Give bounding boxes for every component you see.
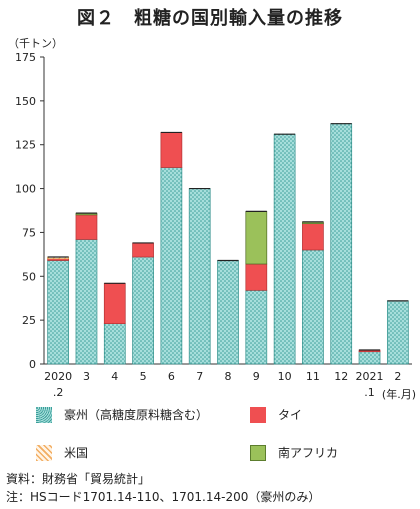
hs-code-note: 注：HSコード1701.14-110、1701.14-200（豪州のみ） <box>6 490 321 504</box>
legend-swatch-australia <box>36 406 52 423</box>
source-note: 資料：財務省「貿易統計」 <box>6 472 151 486</box>
x-tick-label: 3 <box>83 370 90 383</box>
x-tick-label: 9 <box>253 370 260 383</box>
x-tick-label: 2021 <box>356 370 384 383</box>
bar-segment-2-cat-5 <box>160 132 183 168</box>
bar-segment-1-cat-8 <box>245 289 268 365</box>
y-tick-label: 125 <box>15 139 36 152</box>
x-tick-sublabel: .2 <box>53 386 64 399</box>
bar-segment-1-cat-13 <box>386 300 409 365</box>
y-tick-label: 50 <box>22 270 36 283</box>
bar-segment-2-cat-3 <box>103 282 126 325</box>
y-tick-label: 150 <box>15 95 36 108</box>
bar-segment-1-cat-5 <box>160 167 183 365</box>
bar-segment-1-cat-2 <box>75 239 98 365</box>
bar-segment-2-cat-10 <box>302 223 324 251</box>
legend-swatch-usa <box>36 444 52 461</box>
x-tick-label: 11 <box>306 370 320 383</box>
legend-item-south-africa: 南アフリカ <box>250 444 338 461</box>
legend-item-usa: 米国 <box>36 444 88 461</box>
x-tick-label: 5 <box>140 370 147 383</box>
y-tick-label: 25 <box>22 314 36 327</box>
bar-segment-1-cat-12 <box>358 351 381 365</box>
x-axis-unit-label: (年.月) <box>382 387 416 401</box>
x-tick-label: 8 <box>225 370 232 383</box>
footnotes: 資料：財務省「貿易統計」 注：HSコード1701.14-110、1701.14-… <box>6 470 320 506</box>
bar-segment-2-cat-8 <box>245 263 268 291</box>
bar-segment-2-cat-4 <box>132 242 154 258</box>
y-tick-label: 100 <box>15 183 36 196</box>
bar-segment-1-cat-10 <box>302 249 324 365</box>
legend-item-thailand: タイ <box>250 406 302 423</box>
legend-label-australia: 豪州（高糖度原料糖含む） <box>64 408 209 422</box>
chart-title: 図２ 粗糖の国別輸入量の推移 <box>77 8 343 29</box>
legend-swatch-thailand <box>250 406 266 423</box>
bar-segment-1-cat-11 <box>330 123 353 365</box>
legend-label-usa: 米国 <box>64 446 89 460</box>
x-tick-label: 2 <box>394 370 401 383</box>
bar-segment-2-cat-2 <box>75 214 98 240</box>
y-axis-unit-label: （千トン） <box>8 37 63 50</box>
y-tick-label: 75 <box>22 226 36 239</box>
bar-segment-1-cat-1 <box>47 260 70 365</box>
x-tick-label: 12 <box>334 370 348 383</box>
chart-plot: 2020 .2 3 4 5 6 7 8 9 10 11 12 2021 .1 2 (年.月) 0 25 50 75 1… <box>15 51 416 401</box>
bar-segment-4-cat-8 <box>245 211 268 265</box>
x-tick-sublabel: .1 <box>364 386 375 399</box>
x-tick-label: 6 <box>168 370 175 383</box>
x-tick-label: 10 <box>278 370 292 383</box>
x-tick-label: 7 <box>196 370 203 383</box>
bar-segment-1-cat-6 <box>188 188 211 365</box>
x-tick-label: 2020 <box>44 370 72 383</box>
legend-label-south-africa: 南アフリカ <box>278 446 339 460</box>
x-tick-label: 4 <box>111 370 118 383</box>
legend-swatch-south-africa <box>250 444 266 461</box>
bar-segment-1-cat-7 <box>217 260 239 365</box>
bar-segment-1-cat-4 <box>132 256 154 365</box>
y-tick-label: 175 <box>15 51 36 64</box>
legend-item-australia: 豪州（高糖度原料糖含む） <box>36 406 208 423</box>
bar-segment-1-cat-3 <box>103 323 126 365</box>
y-tick-label: 0 <box>29 358 36 371</box>
legend-label-thailand: タイ <box>278 408 303 422</box>
bar-segment-1-cat-9 <box>273 133 296 365</box>
